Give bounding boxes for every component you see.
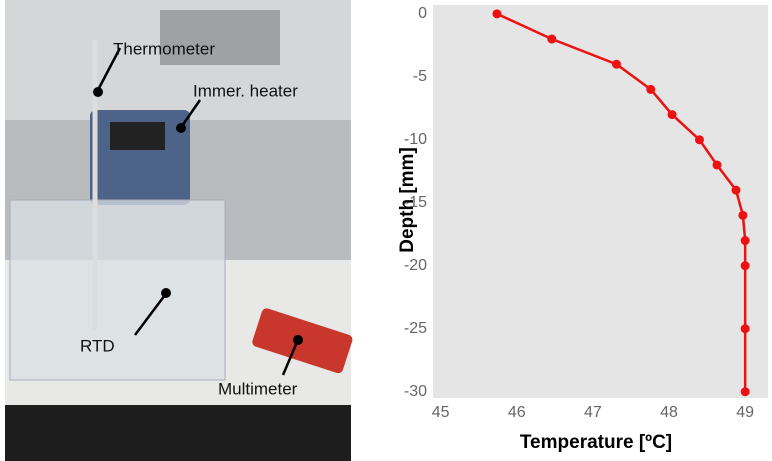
vent (160, 10, 280, 65)
photo: Thermometer Immer. heater RTD Multimeter (5, 0, 353, 461)
leader-dot (176, 123, 186, 133)
point (712, 160, 722, 170)
y-tick-label: 0 (418, 5, 427, 22)
leader-line (96, 47, 122, 91)
point (667, 110, 677, 120)
point (731, 185, 741, 195)
x-axis-label: Temperature [ºC] (520, 432, 672, 453)
x-tick-label: 47 (584, 404, 602, 421)
photo-label: Immer. heater (193, 81, 298, 100)
y-tick-label: -30 (404, 383, 427, 400)
x-tick-label: 45 (432, 404, 450, 421)
photo-label: RTD (80, 336, 115, 355)
leader-line (180, 99, 202, 127)
point (646, 84, 656, 94)
leader-dot (161, 288, 171, 298)
x-tick-label: 48 (660, 404, 678, 421)
leader-dot (293, 335, 303, 345)
point (740, 236, 750, 246)
leader-line (134, 294, 166, 336)
leader-dot (93, 87, 103, 97)
plot-area (433, 5, 768, 398)
photo-label: Thermometer (113, 39, 215, 58)
point (738, 210, 748, 220)
x-tick-label: 46 (508, 404, 526, 421)
y-axis-label: Depth [mm] (397, 147, 418, 253)
point (740, 387, 750, 397)
point (547, 34, 557, 44)
point (694, 135, 704, 145)
point (740, 261, 750, 271)
table-edge (5, 400, 351, 461)
point (740, 324, 750, 334)
y-tick-label: -5 (413, 68, 427, 85)
x-tick-label: 49 (736, 404, 754, 421)
heater-display (110, 122, 165, 150)
point (492, 9, 502, 19)
y-tick-label: -10 (404, 131, 427, 148)
y-tick-label: -25 (404, 320, 427, 337)
point (611, 59, 621, 69)
y-tick-label: -15 (404, 194, 427, 211)
water-tank (9, 199, 226, 381)
leader-line (281, 341, 299, 376)
photo-label: Multimeter (218, 379, 298, 398)
y-tick-label: -20 (404, 257, 427, 274)
